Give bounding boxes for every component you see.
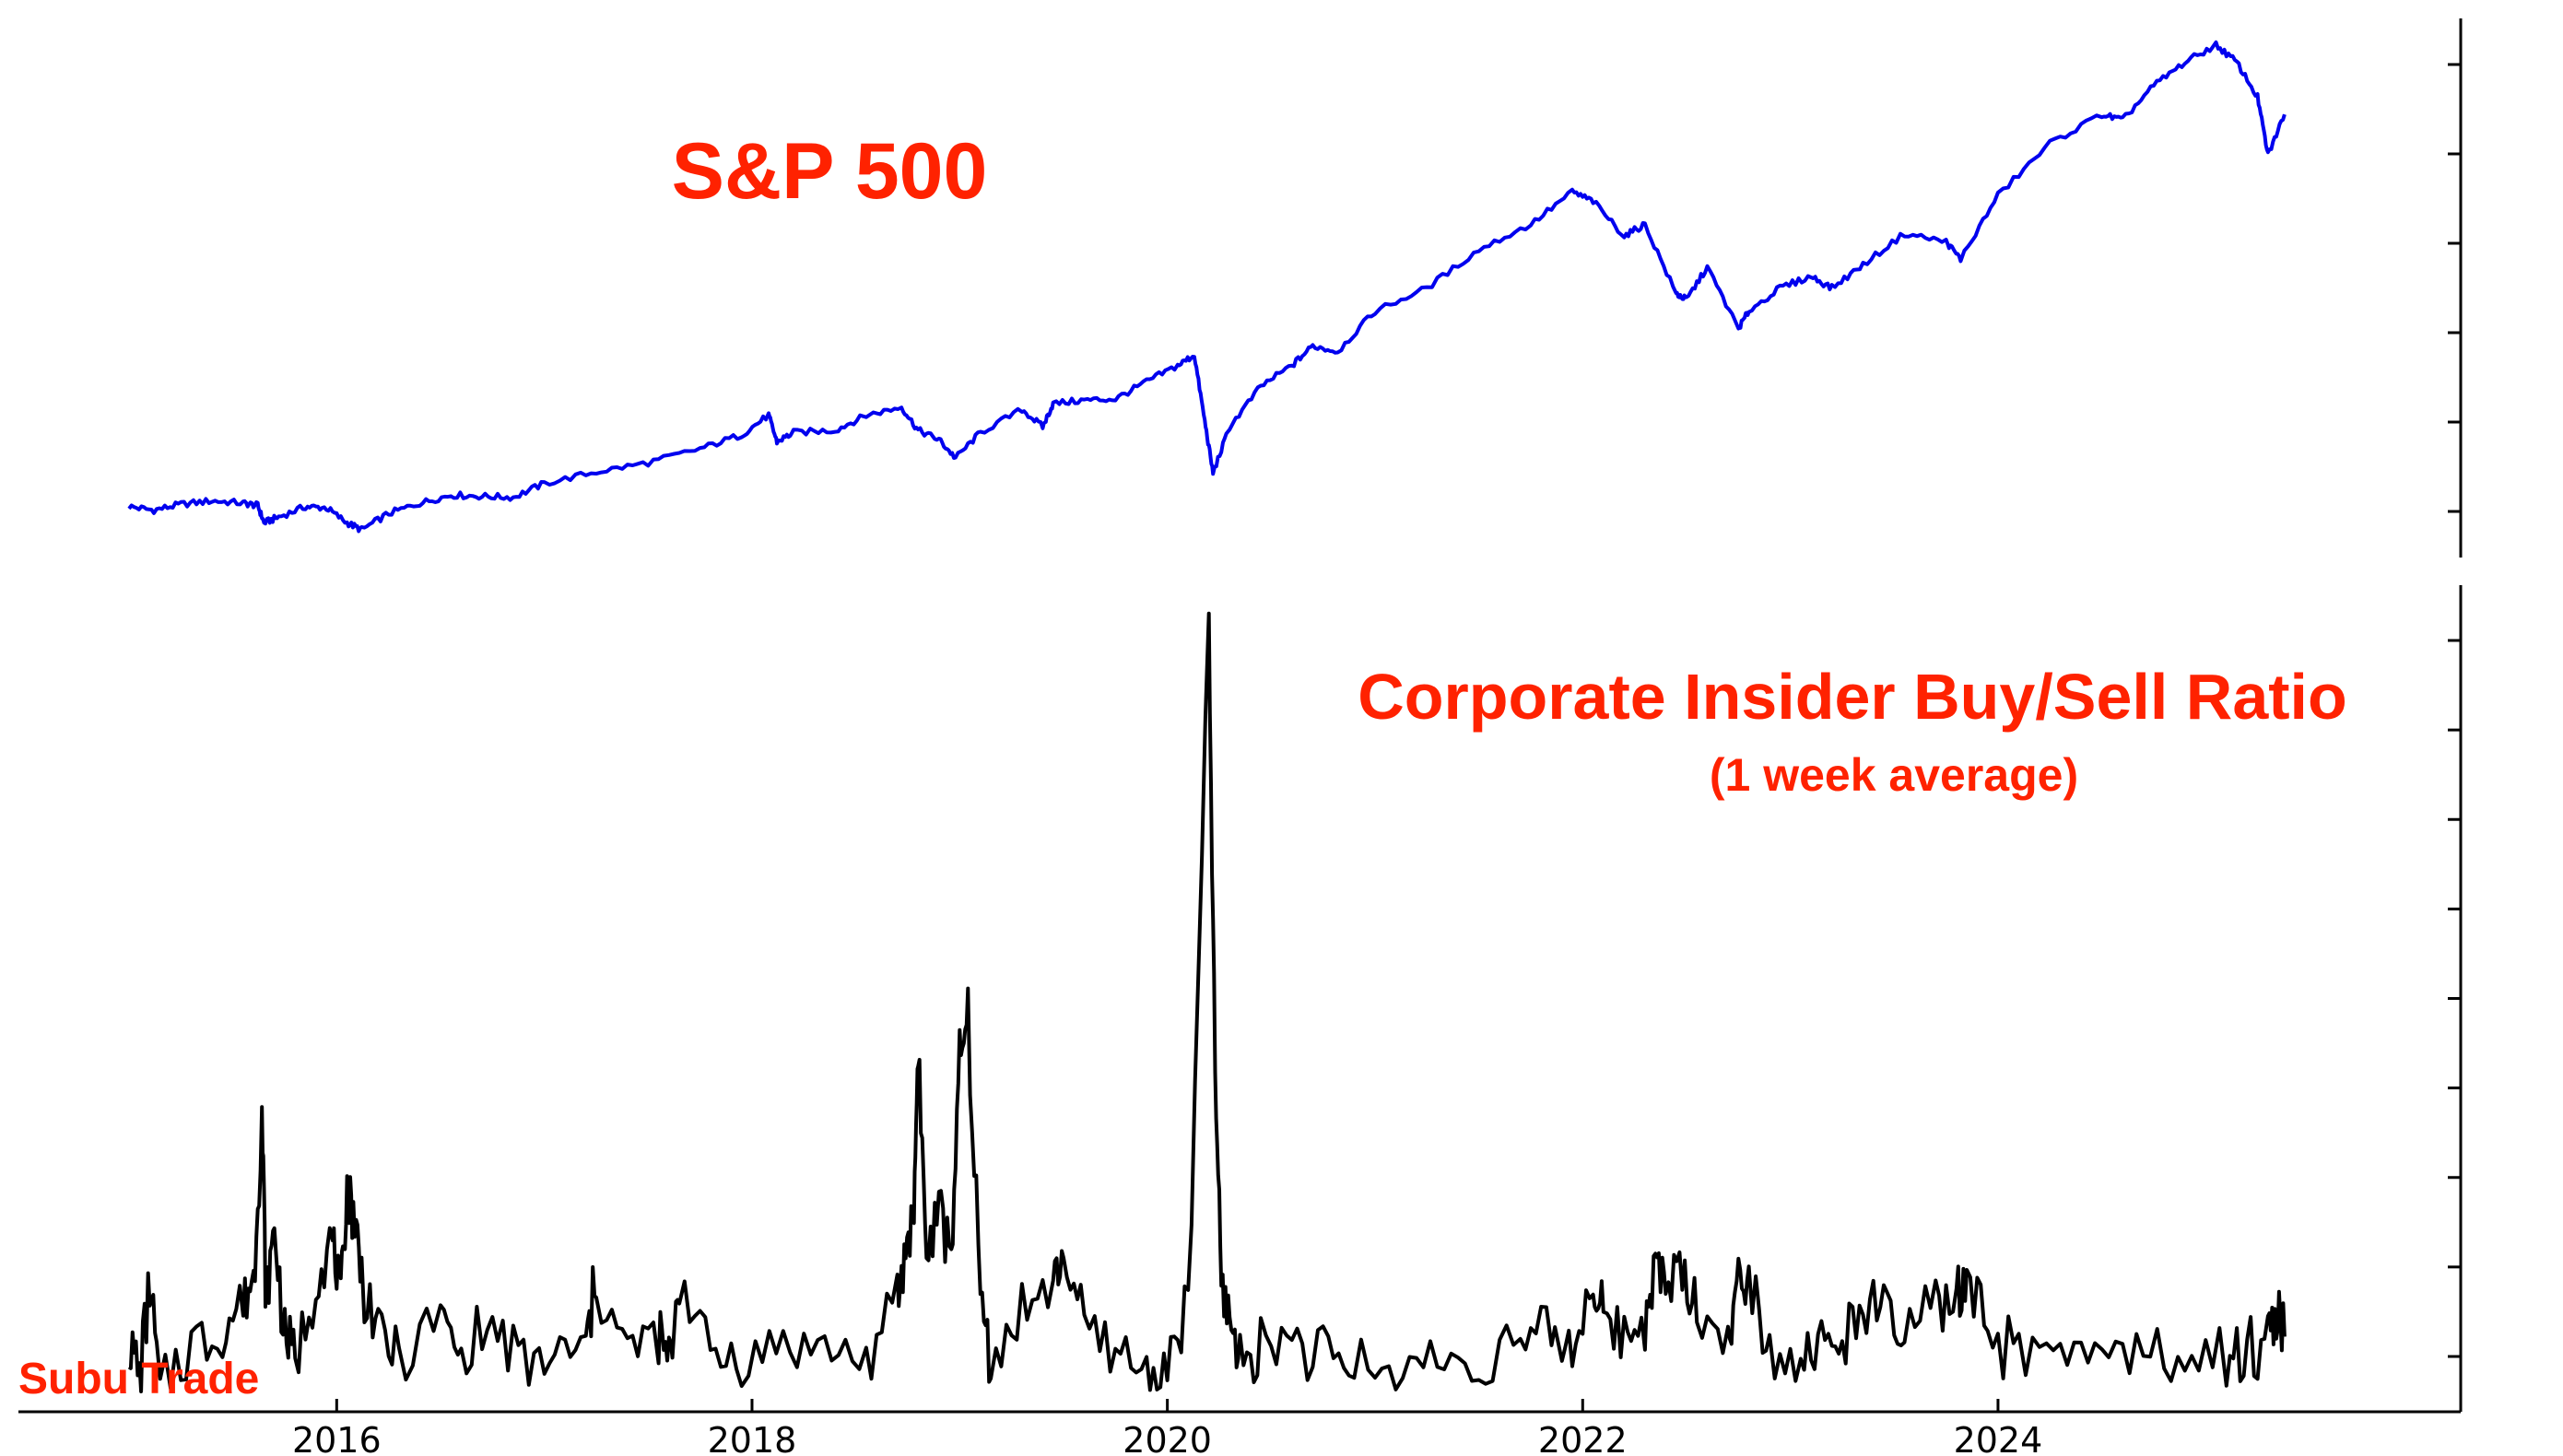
x-tick-label: 2022: [1538, 1420, 1628, 1456]
insider-ratio-title: Corporate Insider Buy/Sell Ratio: [1358, 661, 2347, 733]
insider-ratio-panel: 2016 2018 2020 2022 2024 Corporate Insider B…: [18, 585, 2463, 1456]
insider-ratio-subtitle: (1 week average): [1710, 749, 2078, 801]
x-tick-label: 2020: [1123, 1420, 1212, 1456]
x-tick-label: 2024: [1954, 1420, 2043, 1456]
sp500-line: [127, 40, 2287, 534]
insider-x-ticks: 2016 2018 2020 2022 2024: [292, 1399, 2042, 1456]
insider-ratio-line: [127, 611, 2287, 1393]
insider-y-ticks: [2448, 639, 2461, 1358]
sp500-y-ticks: [2448, 63, 2461, 513]
sp500-title: S&P 500: [672, 127, 988, 216]
watermark-label: Subu Trade: [18, 1355, 259, 1403]
x-tick-label: 2018: [708, 1420, 797, 1456]
x-tick-label: 2016: [292, 1420, 382, 1456]
sp500-panel: S&P 500: [127, 18, 2463, 558]
